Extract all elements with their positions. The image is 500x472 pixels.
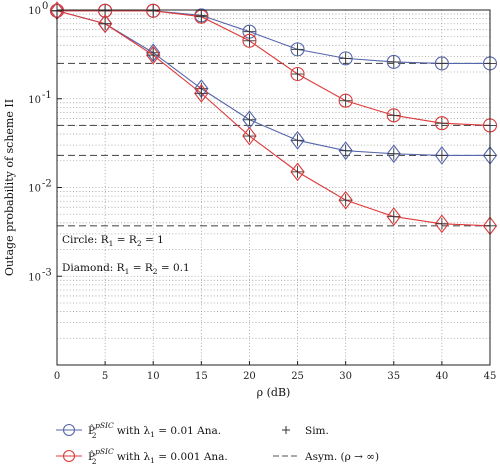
- x-tick-label: 5: [102, 371, 108, 382]
- legend: P̂pSIC 2 with λ1 = 0.01 Ana. P̂pSIC 2 with …: [56, 421, 379, 466]
- data-point-circle: [338, 93, 353, 108]
- legend-circle-marker: [62, 423, 76, 437]
- x-tick-label: 25: [291, 371, 304, 382]
- y-tick-label: 10: [28, 95, 41, 106]
- legend-label: P̂pSIC 2 with λ1 = 0.01 Ana.: [88, 421, 221, 440]
- legend-label: Asym. (ρ → ∞): [304, 451, 379, 463]
- data-point-diamond: [290, 130, 305, 150]
- y-tick-label: 10: [28, 184, 41, 195]
- x-tick-label: 10: [147, 371, 160, 382]
- data-point-diamond: [434, 214, 450, 234]
- data-point-circle: [290, 66, 305, 82]
- data-point-diamond: [434, 145, 450, 165]
- data-point-circle: [146, 3, 161, 18]
- y-tick-exponent: -2: [42, 179, 52, 190]
- x-tick-label: 0: [54, 371, 60, 382]
- y-axis-label: Outage probability of scheme II: [3, 99, 16, 276]
- x-axis-label: ρ (dB): [257, 386, 291, 399]
- data-point-circle: [434, 116, 449, 131]
- y-tick-exponent: -1: [42, 90, 52, 101]
- data-point-diamond: [338, 190, 353, 210]
- data-point-diamond: [242, 126, 257, 146]
- x-tick-label: 20: [243, 371, 256, 382]
- x-tick-label: 45: [484, 371, 497, 382]
- x-tick-label: 30: [339, 371, 352, 382]
- data-point-diamond: [338, 141, 353, 161]
- x-tick-label: 35: [387, 371, 400, 382]
- legend-label: P̂pSIC 2 with λ1 = 0.001 Ana.: [88, 447, 228, 466]
- series-line: [56, 10, 490, 156]
- legend-entry: P̂pSIC 2 with λ1 = 0.01 Ana.: [56, 421, 221, 440]
- annotation-circle: Circle: R1 = R2 = 1: [62, 234, 164, 248]
- legend-entry: P̂pSIC 2 with λ1 = 0.001 Ana.: [56, 447, 228, 466]
- series-line: [57, 10, 491, 127]
- y-tick-label: 10: [28, 272, 41, 283]
- legend-circle-marker: [62, 449, 76, 463]
- data-point-diamond: [146, 43, 161, 63]
- data-point-circle: [386, 108, 401, 123]
- data-point-circle: [338, 51, 353, 66]
- data-point-diamond: [146, 45, 161, 65]
- data-point-diamond: [97, 14, 113, 34]
- asymptote-layer: [57, 62, 490, 227]
- data-point-circle: [434, 56, 449, 71]
- data-point-circle: [98, 3, 113, 18]
- series-line: [56, 10, 491, 227]
- data-point-circle: [242, 33, 257, 48]
- axes-layer: [56, 9, 491, 366]
- legend-entry: Sim.: [282, 425, 329, 437]
- data-point-circle: [290, 42, 305, 57]
- legend-entry: Asym. (ρ → ∞): [273, 451, 379, 463]
- data-point-diamond: [386, 207, 401, 227]
- data-point-diamond: [290, 162, 305, 182]
- annotations: Circle: R1 = R2 = 1 Diamond: R1 = R2 = 0.…: [62, 234, 190, 276]
- data-point-circle: [386, 54, 401, 69]
- legend-label: Sim.: [305, 425, 329, 437]
- y-tick-exponent: -3: [42, 267, 52, 278]
- y-tick-exponent: 0: [42, 1, 48, 12]
- data-point-diamond: [386, 144, 401, 164]
- series-layer: [49, 1, 498, 236]
- y-tick-label: 10: [28, 6, 41, 17]
- x-tick-label: 40: [436, 371, 449, 382]
- data-point-diamond: [194, 83, 209, 103]
- annotation-diamond: Diamond: R1 = R2 = 0.1: [62, 262, 190, 276]
- x-tick-label: 15: [195, 371, 208, 382]
